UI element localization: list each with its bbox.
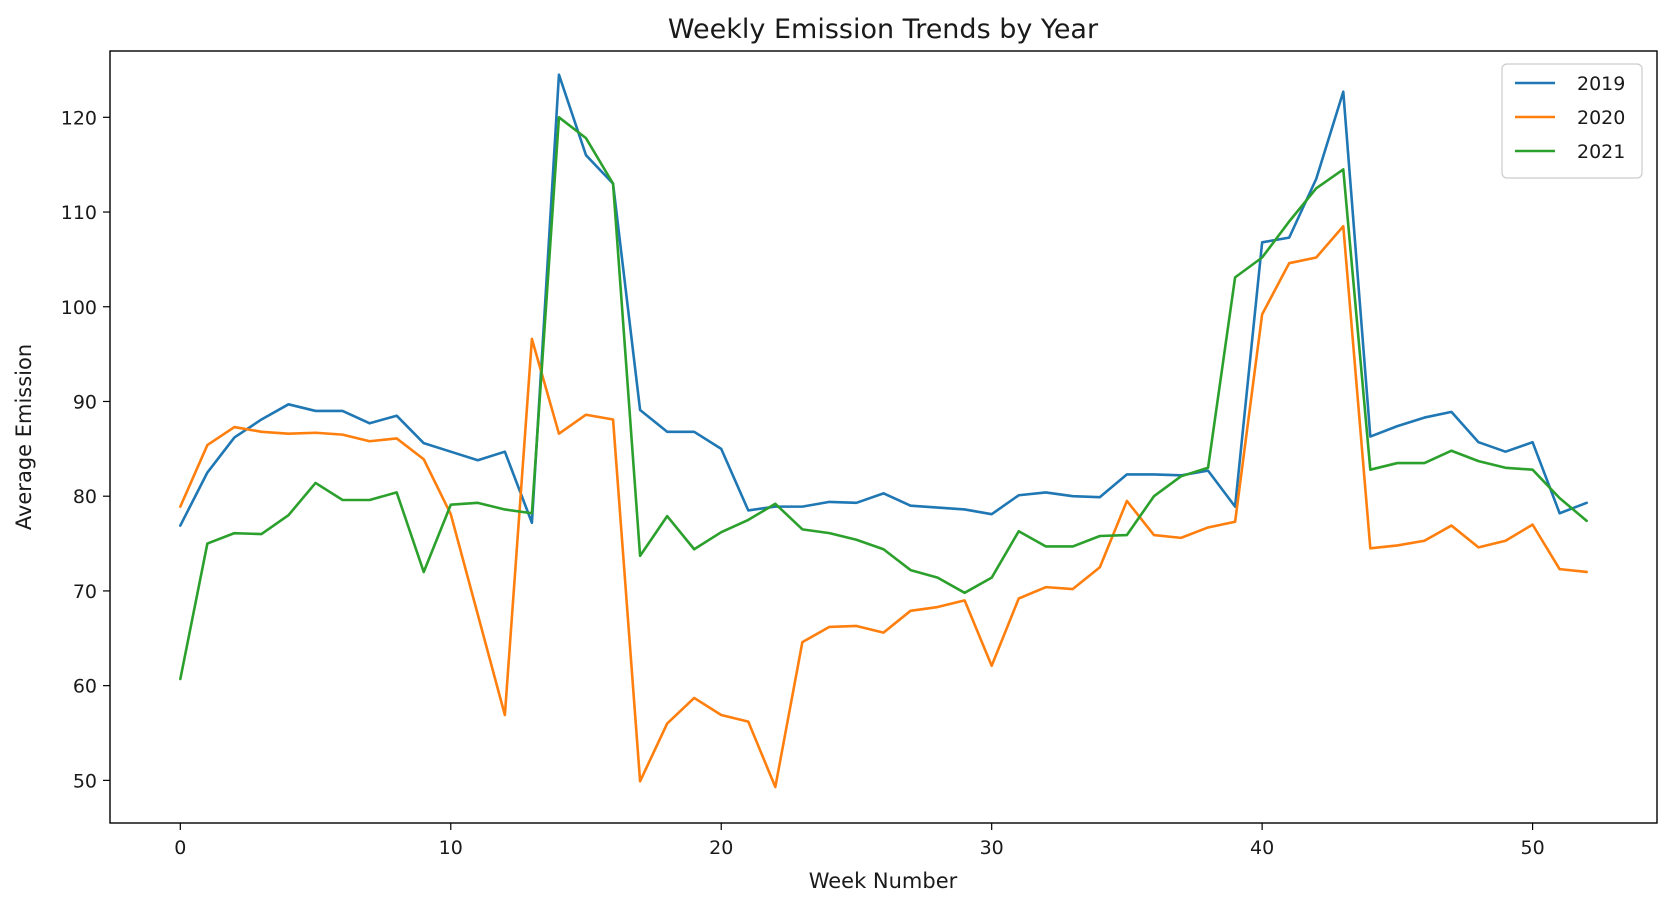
x-tick-label: 50 [1520, 837, 1544, 859]
x-tick-label: 20 [709, 837, 733, 859]
legend-item-2021: 2021 [1515, 141, 1625, 163]
plot-frame [109, 50, 1658, 824]
y-tick-label: 70 [73, 581, 97, 603]
legend-label: 2021 [1577, 141, 1625, 163]
legend-label: 2019 [1577, 73, 1625, 95]
legend-items: 2019 2020 2021 [1515, 73, 1625, 163]
legend-item-2019: 2019 [1515, 73, 1625, 95]
x-tick-label: 0 [174, 837, 186, 859]
y-tick-label: 80 [73, 486, 97, 508]
x-axis: 0 10 20 30 40 50 [174, 823, 1545, 859]
y-axis-label: Average Emission [12, 344, 36, 530]
y-tick-label: 100 [61, 297, 97, 319]
x-tick-label: 10 [439, 837, 463, 859]
y-tick-label: 60 [73, 676, 97, 698]
x-axis-label: Week Number [809, 869, 958, 893]
chart-title: Weekly Emission Trends by Year [668, 14, 1099, 45]
series-line-2021 [179, 116, 1588, 681]
plot-area [109, 50, 1658, 824]
y-tick-label: 90 [73, 391, 97, 413]
y-axis: 50 60 70 80 90 100 110 120 [61, 107, 110, 792]
legend-frame [1501, 63, 1643, 179]
legend-item-2020: 2020 [1515, 107, 1625, 129]
x-tick-label: 30 [980, 837, 1004, 859]
series-line-2019 [179, 73, 1588, 527]
series-group [179, 73, 1588, 789]
y-tick-label: 120 [61, 107, 97, 129]
series-line-2020 [179, 224, 1588, 789]
legend-label: 2020 [1577, 107, 1625, 129]
legend: 2019 2020 2021 [1501, 63, 1643, 179]
y-tick-label: 50 [73, 770, 97, 792]
x-tick-label: 40 [1250, 837, 1274, 859]
y-tick-label: 110 [61, 202, 97, 224]
